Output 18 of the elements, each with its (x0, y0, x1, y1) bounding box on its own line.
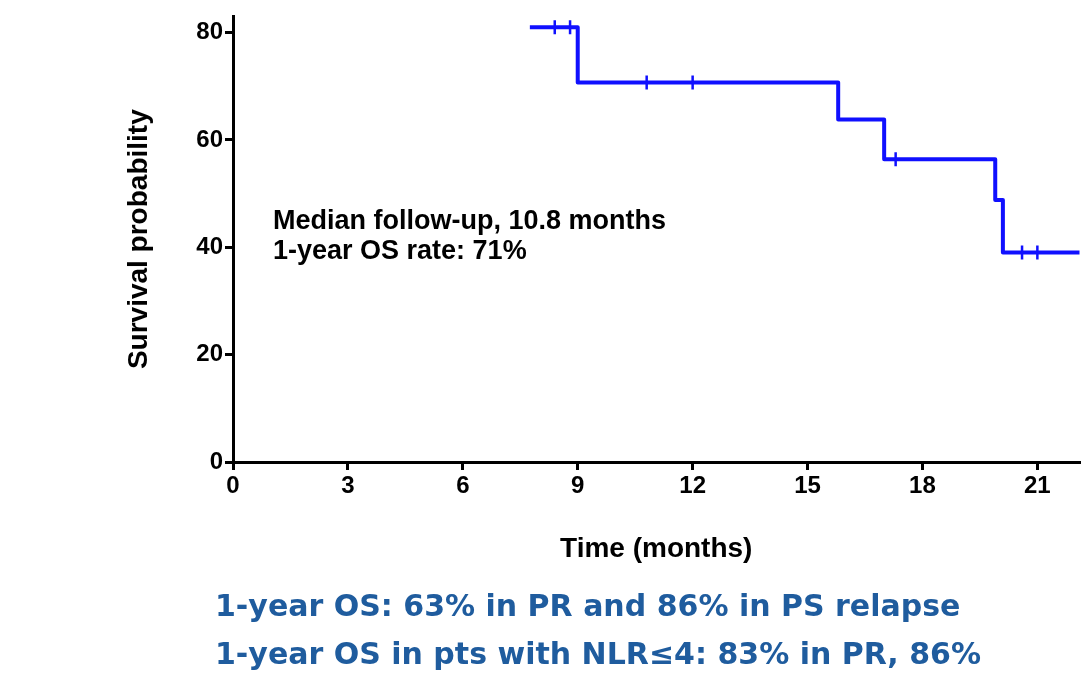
x-tick-label: 18 (909, 471, 936, 499)
text: 1-year OS in pts with NLR≤4: 83% in PR, 86% (215, 635, 982, 673)
x-tick-label: 6 (456, 471, 470, 499)
y-tick-label: 60 (196, 124, 223, 152)
x-tick-label: 9 (571, 471, 585, 499)
x-tick-label: 3 (341, 471, 355, 499)
x-tick-label: 0 (226, 471, 240, 499)
y-tick-label: 0 (209, 446, 223, 474)
x-axis-title: Time (months) (560, 531, 753, 563)
y-axis-title: Survival probability (121, 108, 153, 370)
y-tick-label: 80 (196, 17, 223, 45)
y-tick-label: 40 (196, 231, 223, 259)
annotation: Median follow-up, 10.8 months 1-year OS rate: 71% (273, 204, 667, 265)
x-tick-label: 12 (679, 471, 706, 499)
x-tick-label: 21 (1024, 471, 1051, 499)
text: 1-year OS: 63% in PR and 86% in PS relapse (215, 587, 962, 625)
y-tick-label: 20 (196, 339, 223, 367)
x-tick-label: 15 (794, 471, 821, 499)
